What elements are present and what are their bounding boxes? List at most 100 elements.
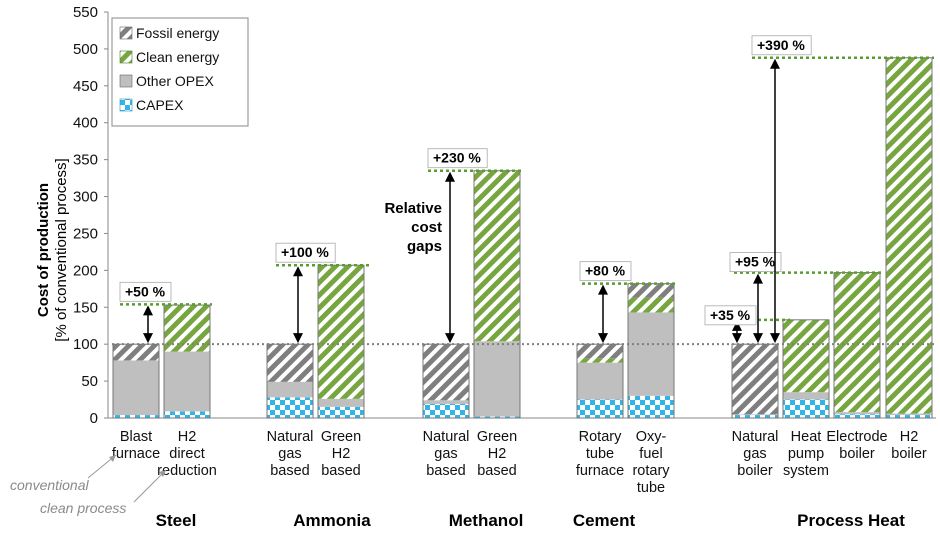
bar-segment-clean <box>834 272 880 413</box>
category-label-line: Oxy- <box>636 429 667 445</box>
bar-segment-opex <box>732 414 778 416</box>
y-tick-label: 300 <box>73 189 98 206</box>
gap-arrowhead-bottom <box>293 333 303 344</box>
bar-segment-opex <box>423 400 469 404</box>
category-label-line: boiler <box>737 463 773 479</box>
bar-segment-opex <box>783 392 829 400</box>
legend-swatch-capex <box>119 98 133 112</box>
annotation-arrowhead-conventional <box>109 455 116 462</box>
bar-segment-capex <box>164 411 210 418</box>
group-label: Steel <box>156 511 197 530</box>
category-label-line: H2 <box>488 446 507 462</box>
gap-arrowhead-top <box>770 58 780 69</box>
legend-label-opex: Other OPEX <box>136 73 214 89</box>
gap-arrowhead-bottom <box>598 333 608 344</box>
bar-segment-fossil <box>423 344 469 401</box>
bar-segment-opex <box>577 362 623 400</box>
legend-label-capex: CAPEX <box>136 97 184 113</box>
category-label-line: based <box>477 463 517 479</box>
category-label-line: Blast <box>120 429 152 445</box>
gap-arrowhead-top <box>293 266 303 277</box>
gap-label-box <box>275 242 336 263</box>
bar-segment-opex <box>164 351 210 412</box>
y-axis-subtitle: [% of conventional process] <box>53 158 70 341</box>
bar-outline <box>422 343 470 419</box>
category-label-line: furnace <box>112 446 160 462</box>
bar-stacks <box>112 57 933 419</box>
bar-segment-capex <box>113 415 159 418</box>
gap-label-box <box>119 281 172 302</box>
gap-arrowhead-top <box>753 273 763 284</box>
bar-segment-fossil <box>732 344 778 415</box>
callout-line-1: Relative <box>384 200 442 217</box>
group-label: Ammonia <box>293 511 371 530</box>
bar-segment-clean <box>628 297 674 313</box>
category-label-line: gas <box>278 446 301 462</box>
bar-segment-capex <box>783 399 829 418</box>
bar-segment-capex <box>732 415 778 418</box>
gap-arrowhead-bottom <box>753 333 763 344</box>
cost-gap-markers: +50 % +100 % +230 % +80 % +35 % +95 % +390 % <box>119 35 934 344</box>
category-label-line: Green <box>477 429 517 445</box>
conventional-clean-annotation: conventional clean process <box>10 454 167 516</box>
group-label: Methanol <box>449 511 524 530</box>
bar-segment-capex <box>886 415 932 418</box>
bar-segment-opex <box>318 398 364 407</box>
category-label-line: H2 <box>900 429 919 445</box>
category-label-line: Rotary <box>579 429 622 445</box>
y-tick-label: 500 <box>73 41 98 58</box>
legend-swatch-fossil <box>119 26 133 40</box>
bar-outline <box>782 319 830 419</box>
gap-arrowhead-bottom <box>732 333 742 344</box>
bar-segment-fossil <box>577 344 623 359</box>
y-tick-label: 0 <box>90 410 98 427</box>
group-labels: Steel Ammonia Methanol Cement Process Heat <box>156 511 906 530</box>
category-label-line: boiler <box>839 446 875 462</box>
bar-segment-capex <box>423 403 469 418</box>
bar-segment-opex <box>628 312 674 396</box>
legend-label-fossil: Fossil energy <box>136 25 219 41</box>
group-label: Cement <box>573 511 636 530</box>
category-label-line: system <box>783 463 829 479</box>
gap-label-box <box>427 148 488 169</box>
bar-segment-clean <box>318 265 364 399</box>
gap-label: +230 % <box>433 150 481 166</box>
bar-segment-capex <box>834 414 880 418</box>
gap-label: +50 % <box>125 283 166 299</box>
category-label-line: boiler <box>891 446 927 462</box>
legend-swatch-clean <box>119 50 133 64</box>
gap-label: +35 % <box>710 307 751 323</box>
annotation-arrow-clean <box>133 469 167 503</box>
category-label-line: Heat <box>791 429 822 445</box>
gap-label: +95 % <box>735 254 776 270</box>
bar-segment-opex <box>113 360 159 416</box>
y-tick-label: 450 <box>73 78 98 95</box>
annotation-conventional: conventional <box>10 477 90 493</box>
legend-box <box>111 17 249 127</box>
category-label-line: Green <box>321 429 361 445</box>
category-labels: BlastfurnaceH2directreductionNaturalgasb… <box>112 429 927 496</box>
bar-segment-fossil <box>267 344 313 382</box>
category-label-line: tube <box>586 446 614 462</box>
gap-arrowhead-bottom <box>770 333 780 344</box>
gap-arrowhead-bottom <box>143 333 153 344</box>
category-label-line: gas <box>743 446 766 462</box>
y-tick-label: 550 <box>73 4 98 21</box>
category-label-line: gas <box>434 446 457 462</box>
y-tick-label: 400 <box>73 115 98 132</box>
gap-arrowhead-top <box>445 171 455 182</box>
category-label-line: H2 <box>178 429 197 445</box>
bar-segment-opex <box>474 341 520 417</box>
bar-segment-opex <box>267 381 313 398</box>
category-label-line: based <box>426 463 466 479</box>
category-label-line: tube <box>637 480 665 496</box>
y-tick-label: 50 <box>81 373 98 390</box>
bar-segment-clean <box>474 170 520 342</box>
y-axis-title: Cost of production <box>35 183 52 317</box>
category-label-line: based <box>270 463 310 479</box>
bar-outline <box>112 343 160 419</box>
category-label-line: reduction <box>157 463 217 479</box>
y-tick-label: 200 <box>73 262 98 279</box>
group-label: Process Heat <box>797 511 905 530</box>
